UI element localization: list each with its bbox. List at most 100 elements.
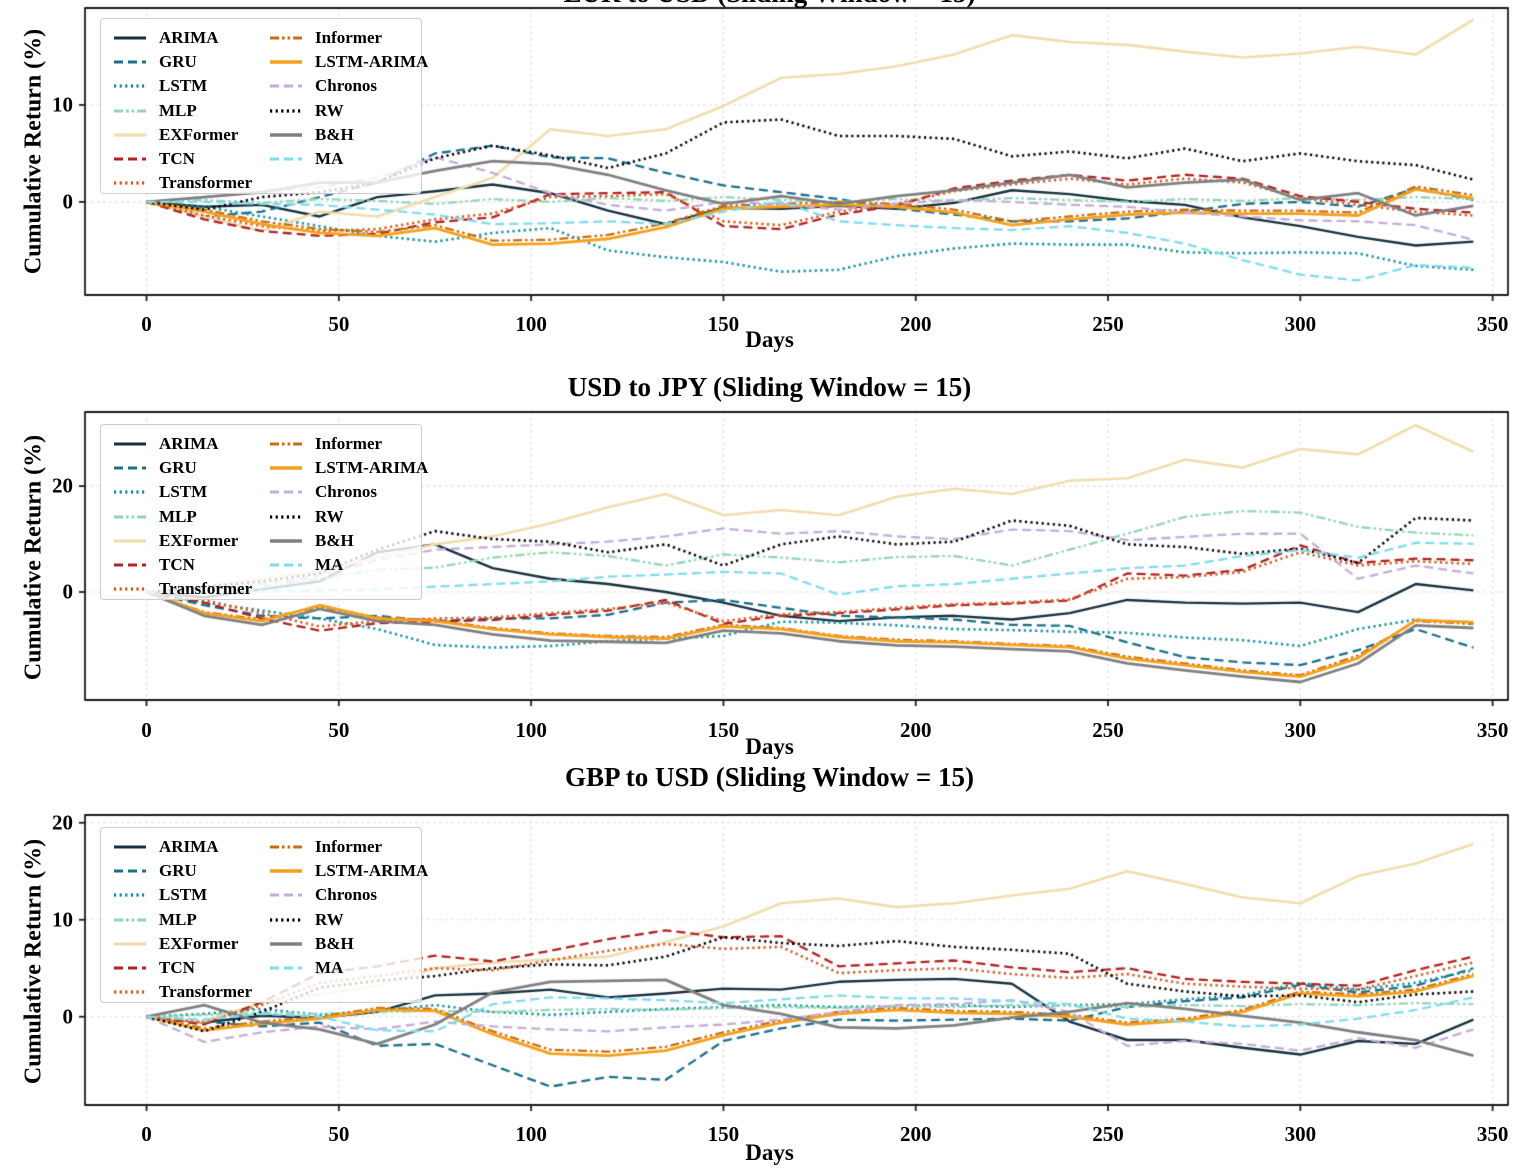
legend-item-informer: Informer — [269, 835, 382, 859]
chart1-xtick-0: 0 — [141, 312, 152, 336]
legend-swatch-mlp-line-icon — [114, 515, 146, 519]
chart1-ytick-0: 0 — [62, 189, 74, 214]
chart3-ytick-20: 20 — [52, 810, 73, 835]
legend-swatch-mlp-line-icon — [114, 109, 146, 113]
legend-item-b-h: B&H — [269, 932, 354, 956]
chart3-title: GBP to USD (Sliding Window = 15) — [565, 762, 974, 792]
legend-item-lstm-arima: LSTM-ARIMA — [269, 456, 428, 480]
legend-swatch-b-h-line-icon — [270, 539, 302, 543]
legend-swatch-gru-line-icon — [114, 60, 146, 64]
legend-label-lstm-arima: LSTM-ARIMA — [315, 861, 429, 881]
chart2-xtick-250: 250 — [1092, 718, 1124, 742]
legend-item-gru: GRU — [113, 859, 197, 883]
legend-swatch-chronos-line-icon — [270, 84, 302, 88]
legend-label-b-h: B&H — [315, 530, 354, 550]
legend-label-tcn: TCN — [159, 149, 195, 168]
legend-item-informer: Informer — [269, 26, 382, 50]
chart3-xtick-250: 250 — [1092, 1122, 1124, 1146]
legend-label-b-h: B&H — [315, 933, 354, 953]
chart2-ytick-20: 20 — [52, 473, 73, 498]
legend-swatch-transformer-line-icon — [114, 990, 146, 994]
legend-item-arima: ARIMA — [113, 835, 219, 859]
legend-item-exformer: EXFormer — [113, 529, 238, 553]
chart2-title: USD to JPY (Sliding Window = 15) — [567, 372, 972, 402]
legend-item-chronos: Chronos — [269, 883, 377, 907]
legend-swatch-b-h-line-icon — [270, 942, 302, 946]
legend-label-gru: GRU — [159, 458, 197, 478]
legend-swatch-ma-line-icon — [270, 157, 302, 161]
legend-swatch-b-h-line-icon — [270, 133, 302, 137]
legend-swatch-rw-line-icon — [270, 108, 302, 113]
legend-label-informer: Informer — [315, 434, 383, 453]
legend-swatch-informer-line-icon — [270, 36, 302, 40]
legend-swatch-informer-line-icon — [270, 845, 302, 849]
chart3-ytick-10: 10 — [52, 907, 73, 932]
legend-item-exformer: EXFormer — [113, 123, 238, 147]
legend-swatch-tcn-line-icon — [114, 563, 146, 567]
legend-swatch-transformer-line-icon — [114, 181, 146, 185]
legend-swatch-lstm-arima-line-icon — [270, 869, 302, 873]
legend-swatch-rw-line-icon — [270, 917, 302, 922]
chart1-title: EUR to USD (Sliding Window = 15) — [0, 0, 1539, 9]
legend-swatch-exformer-line-icon — [114, 539, 146, 543]
legend-swatch-informer-line-icon — [270, 442, 302, 446]
chart3-xtick-50: 50 — [328, 1122, 350, 1146]
legend-swatch-lstm-line-icon — [114, 490, 146, 494]
chart1-xtick-300: 300 — [1284, 312, 1317, 336]
legend-swatch-gru-line-icon — [114, 869, 146, 873]
legend-item-ma: MA — [269, 553, 343, 577]
legend-item-tcn: TCN — [113, 553, 195, 577]
legend-item-mlp: MLP — [113, 908, 197, 932]
legend-label-informer: Informer — [315, 28, 383, 47]
chart3-xtick-200: 200 — [899, 1122, 932, 1146]
legend-label-arima: ARIMA — [159, 28, 219, 47]
legend-item-arima: ARIMA — [113, 26, 219, 50]
chart1-xtick-200: 200 — [899, 312, 932, 336]
legend-label-transformer: Transformer — [159, 173, 253, 193]
legend-item-lstm: LSTM — [113, 883, 207, 907]
legend-swatch-exformer-line-icon — [114, 133, 146, 137]
legend-label-exformer: EXFormer — [159, 124, 239, 144]
legend-swatch-lstm-line-icon — [114, 84, 146, 88]
legend-label-chronos: Chronos — [315, 482, 378, 502]
chart3-xtick-100: 100 — [515, 1122, 547, 1146]
legend-label-lstm-arima: LSTM-ARIMA — [315, 52, 429, 72]
legend-label-mlp: MLP — [159, 909, 197, 929]
legend-label-tcn: TCN — [159, 555, 195, 574]
legend-swatch-chronos-line-icon — [270, 893, 302, 897]
legend-label-exformer: EXFormer — [159, 530, 239, 550]
legend-item-mlp: MLP — [113, 505, 197, 529]
legend-swatch-gru-line-icon — [114, 466, 146, 470]
legend-label-ma: MA — [315, 149, 344, 168]
legend-item-ma: MA — [269, 956, 343, 980]
legend-label-rw: RW — [315, 909, 344, 929]
legend-label-ma: MA — [315, 555, 344, 574]
chart1-xtick-350: 350 — [1476, 312, 1509, 336]
legend-swatch-mlp-line-icon — [114, 918, 146, 922]
legend-item-b-h: B&H — [269, 529, 354, 553]
legend-item-gru: GRU — [113, 50, 197, 74]
chart3-legend: ARIMA GRU LSTM MLP EXFormer TCN Transformer Inf… — [100, 827, 428, 1004]
legend-label-gru: GRU — [159, 52, 197, 72]
chart3-ytick-0: 0 — [62, 1004, 74, 1029]
legend-item-transformer: Transformer — [113, 980, 252, 1004]
legend-item-gru: GRU — [113, 456, 197, 480]
legend-swatch-tcn-line-icon — [114, 966, 146, 970]
legend-item-mlp: MLP — [113, 99, 197, 123]
legend-label-rw: RW — [315, 100, 344, 120]
legend-item-exformer: EXFormer — [113, 932, 238, 956]
legend-item-rw: RW — [269, 505, 344, 529]
legend-item-arima: ARIMA — [113, 432, 219, 456]
legend-item-chronos: Chronos — [269, 480, 377, 504]
legend-swatch-lstm-line-icon — [114, 893, 146, 897]
legend-label-arima: ARIMA — [159, 434, 219, 453]
chart2-xtick-150: 150 — [707, 718, 740, 742]
chart1-ytick-10: 10 — [52, 92, 73, 117]
legend-item-transformer: Transformer — [113, 577, 252, 601]
legend-item-lstm: LSTM — [113, 74, 207, 98]
legend-label-transformer: Transformer — [159, 579, 253, 599]
chart2-xtick-300: 300 — [1284, 718, 1317, 742]
legend-item-ma: MA — [269, 147, 343, 171]
legend-item-tcn: TCN — [113, 956, 195, 980]
